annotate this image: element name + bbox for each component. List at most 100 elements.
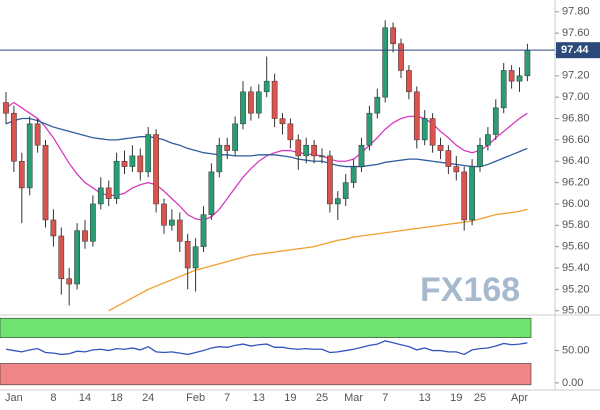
candle-body [224,144,231,151]
x-tick-label: 25 [474,392,486,404]
candle-body [453,166,460,173]
candle-body [342,182,349,199]
y-tick-label: 95.00 [562,305,590,317]
candle-body [263,80,270,93]
moving-average [108,208,528,312]
x-tick-label: 13 [253,392,265,404]
y-tick-label: 96.00 [562,198,590,210]
candle-body [485,134,491,146]
last-price-label: 97.44 [561,44,589,56]
candle-body [66,278,73,285]
candle-body [129,155,136,167]
candle-body [82,230,88,242]
candle-body [3,102,9,114]
y-tick-label: 95.40 [562,262,590,274]
y-tick-label: 96.40 [562,155,590,167]
candle-body [358,144,365,167]
candle-body [232,123,238,151]
candle-body [184,241,191,269]
y-tick-label: 50.00 [562,344,590,356]
candle-body [34,123,41,146]
watermark: FX168 [420,271,520,309]
y-tick-label: 97.00 [562,91,590,103]
y-tick-label: 0.00 [562,377,583,389]
x-tick-label: 7 [224,392,230,404]
candle-body [279,118,286,125]
candle-body [248,91,254,114]
candle-body [121,160,128,167]
y-tick-label: 96.60 [562,134,590,146]
x-tick-label: 14 [79,392,91,404]
y-tick-label: 97.80 [562,6,590,18]
candle-body [161,203,167,226]
candle-body [74,230,80,285]
x-tick-label: Jan [5,392,23,404]
candle-body [500,70,507,109]
y-tick-label: 97.60 [562,27,590,39]
candle-body [350,166,357,183]
candle-body [18,160,25,189]
x-tick-label: 18 [110,392,122,404]
candle-body [240,91,246,125]
candle-body [11,112,17,162]
candle-body [390,27,396,45]
candle-body [208,171,215,215]
candle-body [26,123,33,189]
candle-body [145,134,152,173]
x-tick-label: Apr [511,392,528,404]
candle-body [492,107,499,135]
x-tick-label: 25 [316,392,328,404]
candle-body [374,96,381,114]
candle-body [334,198,341,205]
candle-body [153,134,159,205]
candle-body [516,75,523,82]
x-tick-label: Feb [186,392,205,404]
candle-body [445,150,452,167]
candle-body [508,70,515,82]
x-tick-label: 7 [382,392,388,404]
candle-body [105,187,112,199]
candle-body [413,91,420,141]
candle-body [176,219,183,242]
candle-body [429,118,436,146]
candle-body [42,144,49,221]
oscillator-line [5,340,528,356]
candle-body [477,144,483,167]
candle-body [366,112,373,146]
y-tick-label: 95.60 [562,241,590,253]
candle-body [461,171,468,221]
candle-body [97,187,104,205]
y-tick-label: 95.80 [562,219,590,231]
x-tick-label: Mar [344,392,363,404]
candle-body [169,219,175,226]
x-tick-label: 24 [142,392,154,404]
candle-body [524,49,531,77]
candle-body [216,144,223,173]
candle-body [469,166,475,221]
y-tick-label: 96.20 [562,176,590,188]
candle-body [255,91,262,114]
candle-body [319,155,325,158]
candle-body [382,27,389,98]
moving-average [5,101,528,221]
candle-body [295,139,302,157]
x-tick-label: 13 [419,392,431,404]
candle-body [437,144,444,151]
moving-average [5,117,528,168]
candle-body [113,160,120,199]
candle-body [287,123,294,141]
candle-body [50,219,57,237]
candle-body [192,246,199,269]
candle-body [200,214,207,247]
candle-body [421,118,428,141]
candle-body [406,70,412,93]
last-price-box [556,42,600,59]
candle-body [137,155,144,173]
level-band [0,317,532,338]
candle-body [311,144,317,157]
candle-body [398,43,404,71]
level-band [0,363,532,386]
candle-body [303,144,310,157]
